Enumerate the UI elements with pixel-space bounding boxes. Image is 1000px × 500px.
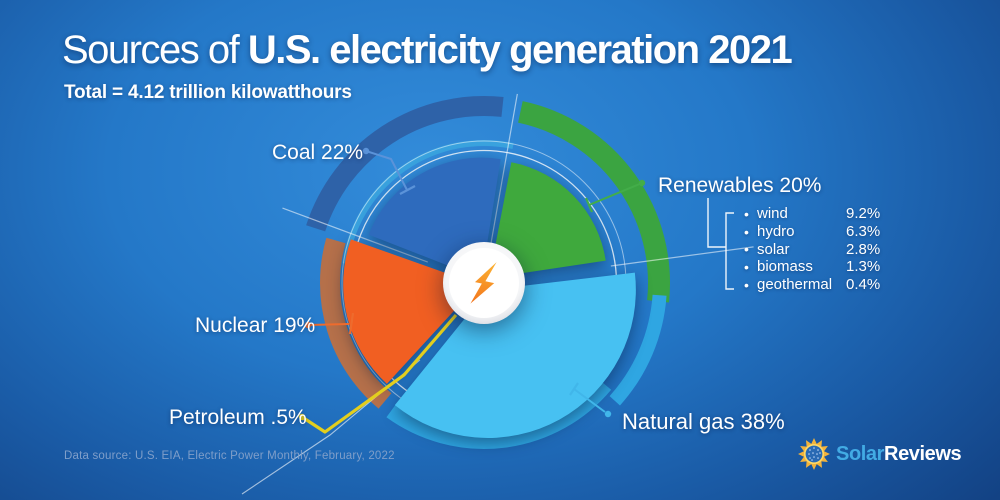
leader-line-renewables (588, 182, 643, 206)
renewable-value: 2.8% (846, 240, 881, 258)
boundary-extension-line (490, 93, 518, 244)
page-title: Sources of U.S. electricity generation 2… (62, 28, 793, 73)
sun-dot (809, 457, 811, 459)
chart-subtitle: Total = 4.12 trillion kilowatthours (64, 82, 352, 103)
label-nuclear: Nuclear 19% (195, 314, 316, 337)
renewable-item-hydro: • hydro 6.3% (744, 223, 880, 241)
arc-natural-gas-upper (609, 294, 667, 406)
leader-dot-petroleum (298, 413, 306, 421)
renewable-value: 6.3% (846, 223, 881, 241)
brand-reviews: Reviews (884, 442, 962, 465)
leader-line-natural-gas (573, 388, 606, 413)
renewables-bracket (707, 198, 734, 290)
arc-nuclear (320, 237, 392, 409)
sun-dot (813, 447, 815, 449)
brand-solar: Solar (836, 442, 885, 465)
sun-dot (813, 456, 815, 458)
leader-dot-nuclear (304, 321, 312, 329)
renewable-value: 0.4% (846, 276, 881, 294)
renewable-item-biomass: • biomass 1.3% (744, 258, 880, 276)
sun-icon (798, 438, 830, 470)
sun-dot (819, 452, 821, 454)
bullet-icon: • (744, 258, 749, 275)
boundary-extension-line (282, 207, 428, 263)
pie-slice-renewables (489, 162, 606, 279)
bullet-icon: • (744, 205, 749, 222)
leader-line-coal (365, 150, 408, 191)
sun-dot (812, 452, 814, 454)
renewable-item-geothermal: • geothermal 0.4% (744, 276, 880, 294)
leader-line-nuclear (307, 323, 350, 326)
sun-dot (811, 459, 813, 461)
renewable-name: solar (757, 240, 790, 258)
label-petroleum: Petroleum .5% (169, 406, 307, 429)
sun-dot (817, 449, 819, 451)
leader-dot-coal (362, 147, 370, 155)
label-natural-gas: Natural gas 38% (622, 409, 785, 434)
renewable-item-wind: • wind 9.2% (744, 205, 880, 223)
renewable-name: biomass (757, 258, 813, 276)
data-source-note: Data source: U.S. EIA, Electric Power Mo… (64, 450, 395, 462)
outer-arcs (306, 96, 670, 449)
leader-bar-coal (399, 185, 416, 195)
label-renewables: Renewables 20% (658, 174, 822, 197)
sun-dot (809, 449, 811, 451)
petroleum-sliver-line (301, 313, 458, 434)
bullet-icon: • (744, 241, 749, 258)
center-badge (443, 242, 525, 324)
leader-bar-renewables (584, 197, 594, 213)
brand-name: SolarReviews (836, 442, 962, 466)
pie-slice-natural-gas (394, 272, 636, 439)
label-coal: Coal 22% (272, 141, 364, 164)
arc-coal (306, 96, 504, 232)
ring-accent (342, 140, 514, 264)
solarreviews-logo: SolarReviews (797, 437, 962, 471)
bullet-icon: • (744, 223, 749, 240)
leader-bar-natural-gas (569, 382, 579, 396)
renewable-value: 9.2% (846, 205, 881, 223)
bullet-icon: • (744, 276, 749, 293)
boundary-extension-line (610, 246, 754, 267)
sun-dot (817, 457, 819, 459)
leader-dot-natural-gas (604, 410, 612, 418)
arc-natural-gas (386, 379, 612, 449)
sun-dot (816, 453, 818, 455)
leader-lines (298, 147, 734, 434)
renewable-name: hydro (757, 223, 795, 241)
sun-dot (808, 453, 810, 455)
renewables-breakdown-list: • wind 9.2% • hydro 6.3% • solar 2.8% • biomass 1.3… (744, 205, 880, 293)
leader-dot-renewables (638, 179, 646, 187)
leader-bar-nuclear (348, 312, 355, 335)
renewable-value: 1.3% (846, 258, 881, 276)
renewable-name: geothermal (757, 276, 833, 294)
page-title-bold: U.S. electricity generation 2021 (247, 28, 793, 72)
lightning-bolt-icon (470, 262, 497, 304)
page-title-light: Sources of (62, 28, 248, 72)
renewable-name: wind (757, 205, 788, 223)
arc-renewables (518, 101, 670, 303)
renewable-item-solar: • solar 2.8% (744, 240, 880, 258)
